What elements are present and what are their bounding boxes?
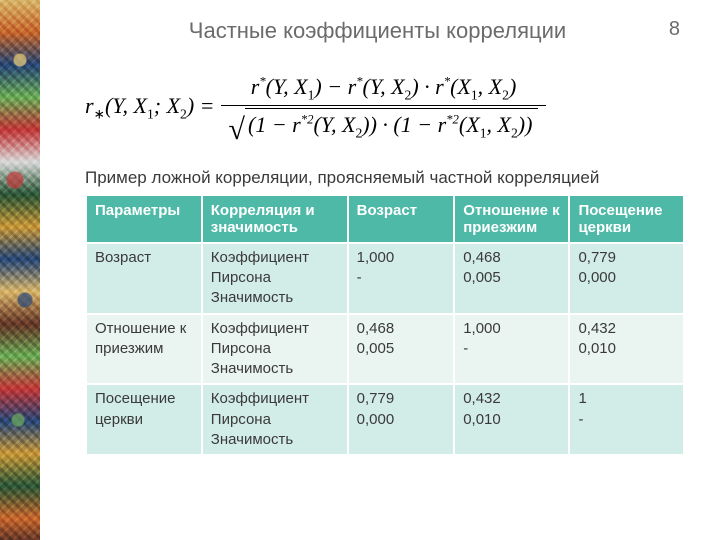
correlation-table: Параметры Корреляция и значимость Возрас…: [85, 194, 685, 456]
table-row: Посещение церкви Коэффициент ПирсонаЗнач…: [86, 384, 684, 455]
cell-value: 0,4680,005: [348, 314, 455, 385]
cell-value: 0,7790,000: [348, 384, 455, 455]
cell-value: 1,000-: [454, 314, 569, 385]
table-row: Возраст Коэффициент ПирсонаЗначимость 1,…: [86, 243, 684, 314]
title-row: Частные коэффициенты корреляции 8: [55, 18, 700, 44]
formula-fraction: r*(Y, X1) − r*(Y, X2) · r*(X1, X2) √ (1 …: [221, 72, 547, 144]
formula-numerator: r*(Y, X1) − r*(Y, X2) · r*(X1, X2): [243, 72, 525, 105]
cell-value: 0,4320,010: [454, 384, 569, 455]
cell-value: 1-: [569, 384, 684, 455]
cell-corrlabel: Коэффициент ПирсонаЗначимость: [202, 384, 348, 455]
cell-value: 1,000-: [348, 243, 455, 314]
decorative-left-strip: [0, 0, 40, 540]
th-church: Посещение церкви: [569, 195, 684, 243]
page-number: 8: [669, 18, 680, 41]
page-title: Частные коэффициенты корреляции: [189, 18, 566, 44]
formula-denominator: √ (1 − r*2(Y, X2)) · (1 − r*2(X1, X2)): [221, 106, 547, 143]
cell-corrlabel: Коэффициент ПирсонаЗначимость: [202, 314, 348, 385]
cell-value: 0,4680,005: [454, 243, 569, 314]
table-row: Отношение к приезжим Коэффициент Пирсона…: [86, 314, 684, 385]
slide-content: Частные коэффициенты корреляции 8 r∗(Y, …: [55, 18, 700, 456]
cell-value: 0,4320,010: [569, 314, 684, 385]
cell-param: Отношение к приезжим: [86, 314, 202, 385]
radical-sign: √: [229, 118, 245, 142]
cell-corrlabel: Коэффициент ПирсонаЗначимость: [202, 243, 348, 314]
example-subtitle: Пример ложной корреляции, проясняемый ча…: [85, 168, 700, 188]
formula-lhs: r∗(Y, X1; X2) =: [85, 93, 215, 122]
th-params: Параметры: [86, 195, 202, 243]
table-header-row: Параметры Корреляция и значимость Возрас…: [86, 195, 684, 243]
cell-param: Посещение церкви: [86, 384, 202, 455]
th-attitude: Отношение к приезжим: [454, 195, 569, 243]
cell-value: 0,7790,000: [569, 243, 684, 314]
partial-correlation-formula: r∗(Y, X1; X2) = r*(Y, X1) − r*(Y, X2) · …: [85, 72, 700, 144]
th-corr: Корреляция и значимость: [202, 195, 348, 243]
cell-param: Возраст: [86, 243, 202, 314]
formula-radicand: (1 − r*2(Y, X2)) · (1 − r*2(X1, X2)): [245, 108, 538, 141]
th-age: Возраст: [348, 195, 455, 243]
